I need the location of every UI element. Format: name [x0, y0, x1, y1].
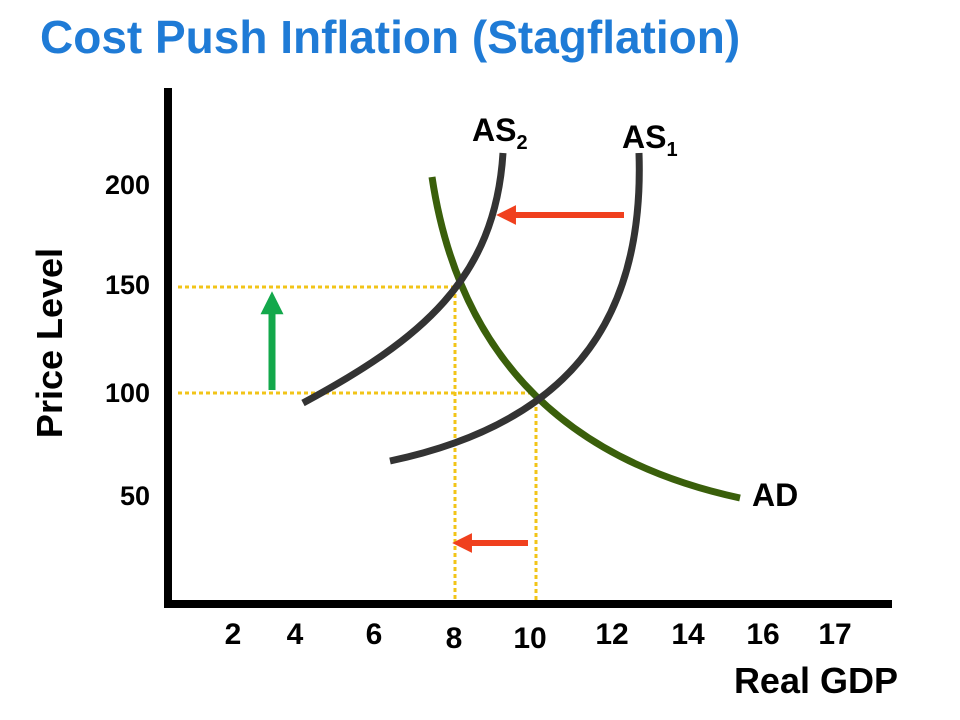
- x-tick-label: 12: [595, 618, 628, 651]
- x-tick-label: 10: [513, 622, 546, 655]
- x-tick-label: 8: [446, 622, 463, 655]
- slide-title: Cost Push Inflation (Stagflation): [40, 11, 741, 63]
- x-tick-label: 14: [671, 618, 705, 651]
- x-tick-label: 16: [746, 618, 779, 651]
- x-tick-label: 6: [366, 618, 383, 651]
- x-tick-label: 17: [818, 618, 851, 651]
- as1-curve: [389, 152, 643, 465]
- ad-curve: [428, 176, 741, 502]
- ad-label: AD: [752, 477, 798, 513]
- y-tick-label: 50: [120, 481, 150, 511]
- x-tick-label: 2: [225, 618, 242, 651]
- y-tick-label: 200: [105, 170, 150, 200]
- y-tick-label: 100: [105, 378, 150, 408]
- x-axis-title: Real GDP: [734, 660, 898, 701]
- y-axis-title: Price Level: [29, 248, 70, 438]
- x-tick-label: 4: [287, 618, 304, 651]
- as2-curve: [301, 152, 507, 407]
- as2-label: AS2: [472, 112, 528, 154]
- y-tick-label: 150: [105, 270, 150, 300]
- as1-label: AS1: [622, 119, 678, 161]
